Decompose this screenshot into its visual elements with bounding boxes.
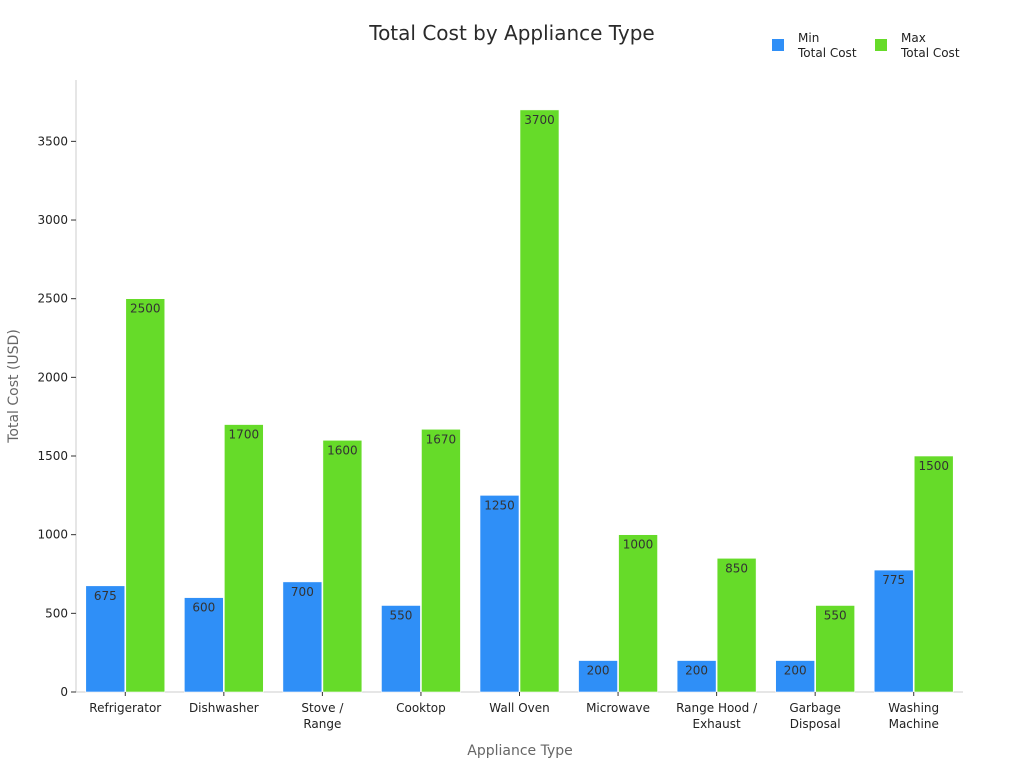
y-tick-label-1000: 1000 [37,528,68,542]
x-tick-label-microwave: Microwave [586,701,650,715]
bars: 675 2500 600 1700 700 1600 550 1670 1250 3700 200 1… [85,109,954,693]
bar-min-refrigerator [85,585,126,693]
y-tick-label-2500: 2500 [37,292,68,306]
y-ticks: 0 500 1000 1500 2000 2500 3000 3500 [37,134,76,699]
x-tick-label-refrigerator: Refrigerator [89,701,161,715]
chart-title: Total Cost by Appliance Type [368,21,655,45]
legend-swatch-max [875,39,887,51]
x-tick-label-garbage-disposal: Garbage Disposal [789,701,841,731]
x-tick-label-stove-range: Stove / Range [301,701,344,731]
data-label-min-microwave: 200 [587,664,610,678]
bar-max-refrigerator [125,298,166,693]
data-label-min-cooktop: 550 [389,608,412,622]
data-label-min-dishwasher: 600 [192,601,215,615]
y-tick-label-500: 500 [45,606,68,620]
bar-max-dishwasher [224,424,264,693]
bar-max-range-hood-exhaust [716,557,757,693]
data-label-max-stove-range: 1600 [327,443,358,457]
bar-min-washing-machine [873,569,914,693]
bar-min-range-hood-exhaust [676,660,717,693]
data-label-min-garbage-disposal: 200 [784,664,807,678]
y-tick-label-3000: 3000 [37,213,68,227]
x-ticks: Refrigerator Dishwasher Stove / Range Cookto… [89,692,939,731]
bar-max-microwave [618,534,658,693]
bar-max-washing-machine [913,455,954,693]
data-label-max-wall-oven: 3700 [524,113,555,127]
x-tick-label-wall-oven: Wall Oven [489,701,549,715]
data-label-max-washing-machine: 1500 [918,459,949,473]
data-label-min-washing-machine: 775 [882,573,905,587]
y-axis-title: Total Cost (USD) [6,329,22,444]
x-tick-label-range-hood-exhaust: Range Hood / Exhaust [676,701,758,731]
data-label-max-microwave: 1000 [623,538,654,552]
bar-min-garbage-disposal [775,660,815,693]
y-tick-label-3500: 3500 [37,134,68,148]
data-label-max-garbage-disposal: 550 [824,608,847,622]
data-label-min-wall-oven: 1250 [484,498,515,512]
data-label-min-range-hood-exhaust: 200 [685,664,708,678]
data-label-max-dishwasher: 1700 [229,428,260,442]
x-tick-label-washing-machine: Washing Machine [888,701,939,731]
bar-min-wall-oven [479,495,520,693]
legend-label-min: Min Total Cost [797,31,857,60]
legend: Min Total Cost Max Total Cost [772,31,960,60]
legend-label-max: Max Total Cost [900,31,960,60]
bar-min-dishwasher [184,597,224,693]
bar-min-cooktop [381,605,421,693]
data-label-max-refrigerator: 2500 [130,302,161,316]
bar-max-cooktop [421,428,461,693]
data-label-min-refrigerator: 675 [94,589,117,603]
x-axis-title: Appliance Type [467,743,573,759]
x-tick-label-dishwasher: Dishwasher [189,701,259,715]
y-tick-label-1500: 1500 [37,449,68,463]
bar-min-microwave [578,660,618,693]
bar-max-wall-oven [519,109,560,693]
y-tick-label-2000: 2000 [37,370,68,384]
bar-max-garbage-disposal [815,605,855,693]
bar-min-stove-range [282,581,323,693]
bar-max-stove-range [322,439,363,693]
y-tick-label-0: 0 [60,685,68,699]
data-label-min-stove-range: 700 [291,585,314,599]
data-label-max-cooktop: 1670 [426,432,457,446]
legend-swatch-min [772,39,784,51]
data-label-max-range-hood-exhaust: 850 [725,561,748,575]
x-tick-label-cooktop: Cooktop [396,701,446,715]
